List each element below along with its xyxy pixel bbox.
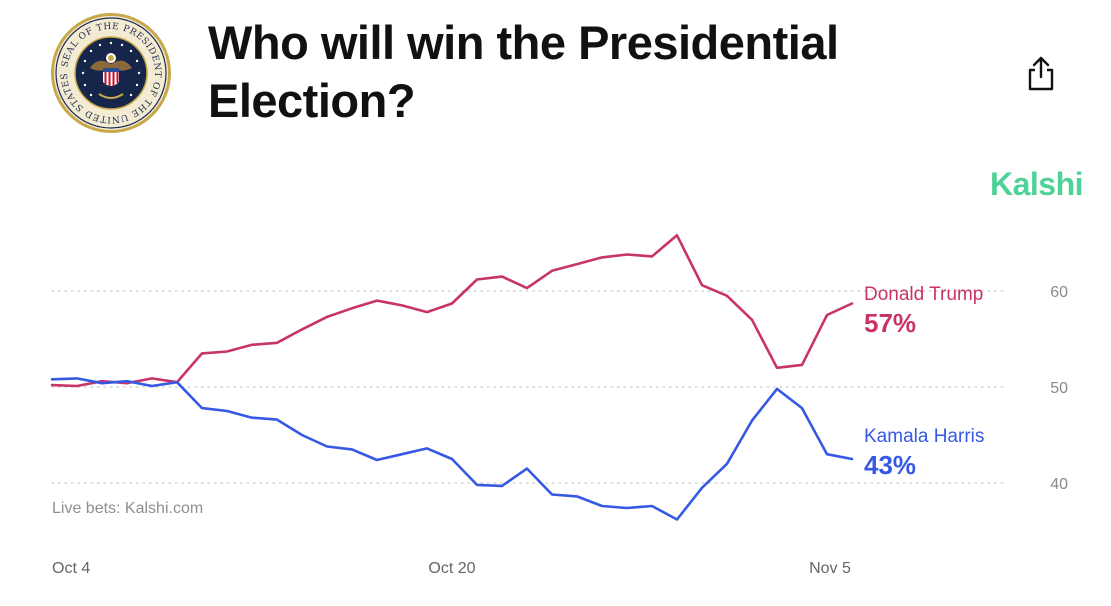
series-line-donald-trump xyxy=(50,234,854,388)
share-icon[interactable] xyxy=(1026,55,1056,93)
series-value-label: 43% xyxy=(864,450,916,480)
x-tick-label: Oct 4 xyxy=(52,560,90,577)
x-tick-label: Oct 20 xyxy=(428,560,475,577)
series-name-label: Donald Trump xyxy=(864,284,983,305)
series-name-label: Kamala Harris xyxy=(864,426,984,447)
y-tick-label: 50 xyxy=(1050,380,1068,397)
presidential-seal-logo: SEAL OF THE PRESIDENT OF THE UNITED STAT… xyxy=(51,13,171,133)
y-tick-label: 60 xyxy=(1050,284,1068,301)
kalshi-brand-logo[interactable]: Kalshi xyxy=(989,166,1084,202)
series-line-kamala-harris xyxy=(50,377,854,521)
x-tick-label: Nov 5 xyxy=(809,560,851,577)
source-note: Live bets: Kalshi.com xyxy=(52,500,203,517)
page-title: Who will win the Presidential Election? xyxy=(208,16,839,127)
y-tick-label: 40 xyxy=(1050,476,1068,493)
series-value-label: 57% xyxy=(864,308,916,338)
